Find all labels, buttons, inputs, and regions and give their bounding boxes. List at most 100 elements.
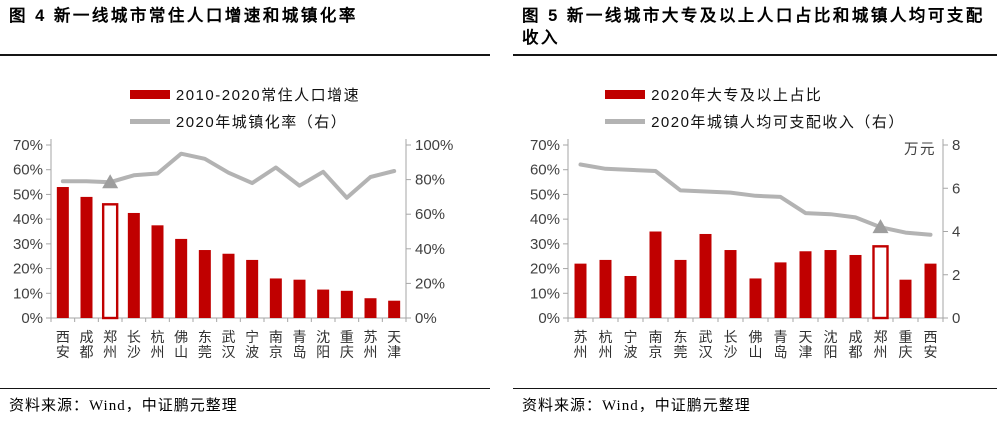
bar-沈阳 [824, 250, 837, 318]
bar-佛山 [749, 278, 762, 318]
right-axis-tick-label: 6 [952, 180, 960, 197]
bar-杭州 [151, 225, 164, 318]
bar-长沙 [724, 250, 737, 318]
figure-4-panel: 图 4 新一线城市常住人口增速和城镇化率 2010-2020常住人口增速 202… [0, 0, 490, 415]
x-axis-label-长沙: 长沙 [724, 329, 738, 360]
left-axis-tick-label: 20% [530, 261, 560, 278]
bar-南京 [649, 231, 662, 318]
trend-line [578, 162, 933, 237]
left-axis-tick-label: 30% [530, 236, 560, 253]
right-axis-tick-label: 0% [415, 310, 437, 327]
bar-青岛 [293, 279, 306, 318]
bar-沈阳 [317, 289, 330, 318]
figure-4-title: 图 4 新一线城市常住人口增速和城镇化率 [9, 7, 358, 25]
bar-西安 [924, 263, 937, 318]
bar-东莞 [674, 259, 687, 318]
x-axis-label-郑州: 郑州 [103, 329, 117, 360]
right-axis-tick-label: 100% [415, 137, 453, 154]
legend-label: 2020年城镇化率（右） [175, 114, 348, 131]
left-axis-tick-label: 40% [530, 211, 560, 228]
x-axis-label-天津: 天津 [387, 329, 401, 360]
bar-series-swatch [129, 90, 170, 99]
x-axis-label-长沙: 长沙 [127, 329, 141, 360]
bar-东莞 [198, 250, 211, 318]
x-axis-label-苏州: 苏州 [364, 329, 378, 360]
left-axis-tick-label: 60% [530, 162, 560, 179]
legend-item-college-share: 2020年大专及以上占比 [605, 84, 822, 105]
bar-苏州 [364, 298, 377, 318]
bar-郑州 [872, 245, 889, 320]
right-axis-tick-label: 8 [952, 137, 960, 154]
bar-武汉 [699, 233, 712, 318]
left-axis-tick-label: 70% [530, 137, 560, 154]
x-axis-label-苏州: 苏州 [574, 329, 588, 360]
legend-label: 2010-2020常住人口增速 [175, 87, 361, 104]
legend-label: 2020年大专及以上占比 [651, 87, 823, 104]
x-axis-label-杭州: 杭州 [151, 329, 165, 360]
bar-天津 [799, 251, 812, 318]
legend-item-urbanization-rate: 2020年城镇化率（右） [129, 111, 348, 132]
left-axis-tick-label: 10% [530, 285, 560, 302]
x-axis-label-杭州: 杭州 [599, 329, 613, 360]
legend-item-disposable-income: 2020年城镇人均可支配收入（右） [605, 111, 905, 132]
legend-label: 2020年城镇人均可支配收入（右） [651, 114, 905, 131]
bar-重庆 [899, 279, 912, 318]
x-axis-label-东莞: 东莞 [198, 329, 212, 360]
bar-宁波 [624, 275, 637, 318]
left-axis-tick-label: 40% [13, 211, 43, 228]
figure-4-title-block: 图 4 新一线城市常住人口增速和城镇化率 [0, 0, 490, 56]
x-axis-label-南京: 南京 [649, 329, 663, 360]
x-axis-label-西安: 西安 [924, 329, 938, 360]
figure-5-title-block: 图 5 新一线城市大专及以上人口占比和城镇人均可支配收入 [513, 0, 997, 56]
right-axis-tick-label: 4 [952, 224, 960, 241]
left-axis-tick-label: 50% [13, 186, 43, 203]
x-axis-label-宁波: 宁波 [245, 329, 259, 360]
x-axis-label-武汉: 武汉 [699, 329, 713, 360]
x-axis-label-重庆: 重庆 [340, 329, 354, 360]
x-axis-label-东莞: 东莞 [674, 329, 688, 360]
left-axis-tick-label: 0% [538, 310, 560, 327]
x-axis-label-南京: 南京 [269, 329, 283, 360]
right-axis-tick-label: 2 [952, 267, 960, 284]
bar-重庆 [340, 290, 353, 318]
figure-4-legend: 2010-2020常住人口增速 2020年城镇化率（右） [0, 84, 490, 132]
right-axis-tick-label: 60% [415, 206, 445, 223]
left-axis-tick-label: 60% [13, 162, 43, 179]
x-axis-label-沈阳: 沈阳 [316, 329, 330, 360]
x-axis-label-郑州: 郑州 [874, 329, 888, 360]
bar-苏州 [574, 263, 587, 318]
x-axis-label-青岛: 青岛 [774, 329, 788, 360]
legend-item-population-growth: 2010-2020常住人口增速 [129, 84, 361, 105]
left-axis-tick-label: 50% [530, 186, 560, 203]
figure-4-source-block: 资料来源：Wind，中证鹏元整理 [0, 388, 490, 415]
left-axis-tick-label: 70% [13, 137, 43, 154]
bar-成都 [80, 196, 93, 318]
figure-5-chart: 70% 60% 50% 40% 30% 20% 10% 0% 8 6 4 2 0 万元苏州杭州宁波南京东莞… [530, 137, 960, 360]
x-axis-label-佛山: 佛山 [749, 329, 763, 360]
x-axis-label-天津: 天津 [799, 329, 813, 360]
line-series-swatch [605, 119, 646, 124]
highlight-triangle-marker [872, 219, 889, 234]
figure-5-source-block: 资料来源：Wind，中证鹏元整理 [513, 388, 997, 415]
x-axis-label-佛山: 佛山 [174, 329, 188, 360]
x-axis-label-重庆: 重庆 [899, 329, 913, 360]
bar-西安 [56, 187, 69, 318]
right-axis-tick-label: 0 [952, 310, 960, 327]
bar-series-swatch [605, 90, 646, 99]
line-series-swatch [129, 119, 170, 124]
trend-line [60, 151, 397, 200]
right-axis-tick-label: 20% [415, 275, 445, 292]
bar-宁波 [246, 259, 259, 318]
bar-佛山 [175, 238, 188, 318]
left-axis-tick-label: 0% [21, 310, 43, 327]
figure-4-chart: 70% 60% 50% 40% 30% 20% 10% 0% 100% 80% 60% 40% 20% 0… [13, 137, 453, 360]
highlight-triangle-marker [102, 174, 119, 189]
bar-长沙 [127, 212, 140, 318]
bar-天津 [388, 300, 401, 318]
left-axis-tick-label: 10% [13, 285, 43, 302]
figure-5-title: 图 5 新一线城市大专及以上人口占比和城镇人均可支配收入 [522, 7, 985, 47]
figure-4-source: 资料来源：Wind，中证鹏元整理 [9, 398, 238, 414]
x-axis-label-宁波: 宁波 [624, 329, 638, 360]
left-axis-tick-label: 30% [13, 236, 43, 253]
